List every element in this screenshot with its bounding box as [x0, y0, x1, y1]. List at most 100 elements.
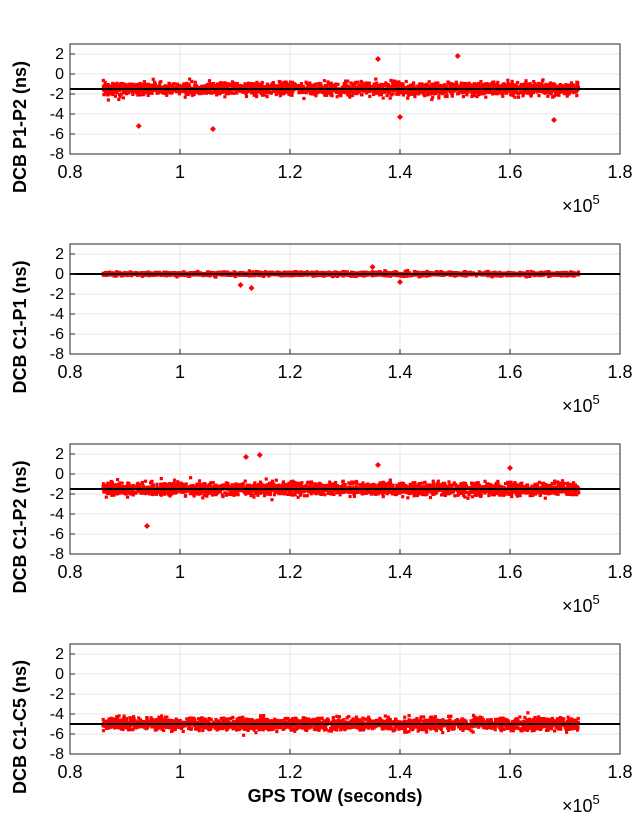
- scatter-point: [326, 80, 330, 84]
- x-multiplier: ×105: [562, 392, 600, 416]
- scatter-point: [109, 92, 113, 96]
- subplot: 20-2-4-6-8 0.8 1 1.2 1.4 1.6 1.8 DCB P1-P2 (n…: [10, 43, 633, 216]
- scatter-point: [142, 91, 146, 95]
- scatter-point: [502, 85, 506, 89]
- scatter-point: [299, 82, 304, 86]
- scatter-point: [382, 273, 386, 277]
- y-tick-label: 2: [55, 46, 64, 63]
- scatter-point: [267, 270, 271, 274]
- scatter-point: [413, 270, 417, 274]
- scatter-point: [422, 273, 426, 278]
- scatter-point: [308, 92, 313, 96]
- scatter-point: [352, 271, 356, 275]
- scatter-point: [424, 270, 428, 275]
- scatter-point: [374, 82, 378, 86]
- scatter-point: [252, 93, 256, 97]
- scatter-point: [154, 273, 158, 277]
- outlier-point: [551, 117, 557, 123]
- scatter-point: [564, 85, 568, 89]
- scatter-point: [406, 93, 411, 97]
- scatter-point: [528, 89, 532, 94]
- scatter-point: [168, 482, 172, 486]
- scatter-point: [108, 90, 112, 94]
- x-tick-label: 1.4: [387, 162, 412, 182]
- scatter-point: [470, 94, 474, 99]
- scatter-point: [267, 84, 271, 88]
- scatter-point: [282, 91, 286, 96]
- scatter-point: [236, 88, 240, 92]
- scatter-point: [355, 86, 359, 90]
- scatter-point: [252, 89, 256, 93]
- x-tick-label: 1: [175, 162, 185, 182]
- scatter-point: [102, 93, 106, 97]
- scatter-point: [351, 92, 355, 96]
- scatter-point: [244, 94, 249, 99]
- scatter-point: [150, 84, 154, 88]
- scatter-point: [367, 271, 371, 275]
- scatter-point: [546, 94, 550, 98]
- scatter-point: [547, 88, 551, 92]
- scatter-point: [528, 92, 532, 96]
- scatter-point: [175, 82, 179, 87]
- scatter-point: [347, 93, 351, 97]
- outlier-point: [135, 123, 142, 129]
- scatter-point: [485, 84, 489, 88]
- outlier-point: [397, 279, 403, 285]
- scatter-point: [204, 89, 208, 93]
- scatter-point: [417, 92, 421, 96]
- scatter-point: [284, 270, 288, 274]
- scatter-point: [261, 90, 265, 94]
- y-tick-label: -6: [50, 326, 64, 343]
- scatter-point: [126, 85, 130, 89]
- scatter-point: [484, 95, 488, 99]
- scatter-point: [353, 83, 357, 88]
- scatter-point: [260, 80, 264, 85]
- y-tick-label: -2: [50, 286, 64, 303]
- scatter-point: [269, 91, 273, 95]
- scatter-point: [334, 82, 338, 86]
- scatter-point: [489, 82, 493, 86]
- scatter-point: [469, 89, 473, 93]
- scatter-point: [434, 83, 438, 87]
- scatter-point: [453, 85, 457, 89]
- scatter-point: [547, 274, 551, 278]
- scatter-point: [235, 91, 239, 95]
- scatter-point: [240, 273, 245, 277]
- scatter-point: [171, 84, 175, 88]
- scatter-point: [454, 80, 458, 84]
- scatter-point: [265, 82, 270, 86]
- scatter-point: [403, 88, 407, 92]
- scatter-point: [355, 274, 359, 278]
- scatter-point: [379, 82, 383, 86]
- y-tick-label: -4: [50, 306, 64, 323]
- scatter-point: [519, 83, 523, 87]
- scatter-point: [386, 83, 390, 87]
- scatter-point: [312, 91, 316, 95]
- scatter-point: [464, 89, 468, 93]
- scatter-point: [514, 83, 518, 87]
- scatter-point: [288, 80, 292, 84]
- scatter-point: [477, 270, 481, 274]
- scatter-point: [188, 77, 192, 81]
- scatter-point: [152, 84, 156, 88]
- y-tick-label: 2: [55, 246, 64, 263]
- scatter-point: [137, 92, 141, 96]
- scatter-point: [175, 275, 179, 279]
- scatter-point: [177, 83, 181, 87]
- scatter-point: [289, 84, 293, 88]
- scatter-point: [398, 90, 402, 94]
- scatter-point: [146, 90, 150, 94]
- scatter-point: [313, 274, 317, 278]
- scatter-point: [138, 93, 143, 97]
- scatter-point: [576, 85, 580, 89]
- scatter-point: [142, 93, 146, 97]
- scatter-point: [131, 85, 135, 89]
- scatter-point: [329, 86, 333, 90]
- scatter-point: [564, 274, 568, 278]
- scatter-point: [251, 82, 255, 86]
- scatter-point: [313, 89, 317, 93]
- scatter-point: [175, 85, 180, 89]
- scatter-point: [536, 84, 540, 89]
- scatter-point: [329, 81, 333, 85]
- scatter-point: [320, 270, 324, 274]
